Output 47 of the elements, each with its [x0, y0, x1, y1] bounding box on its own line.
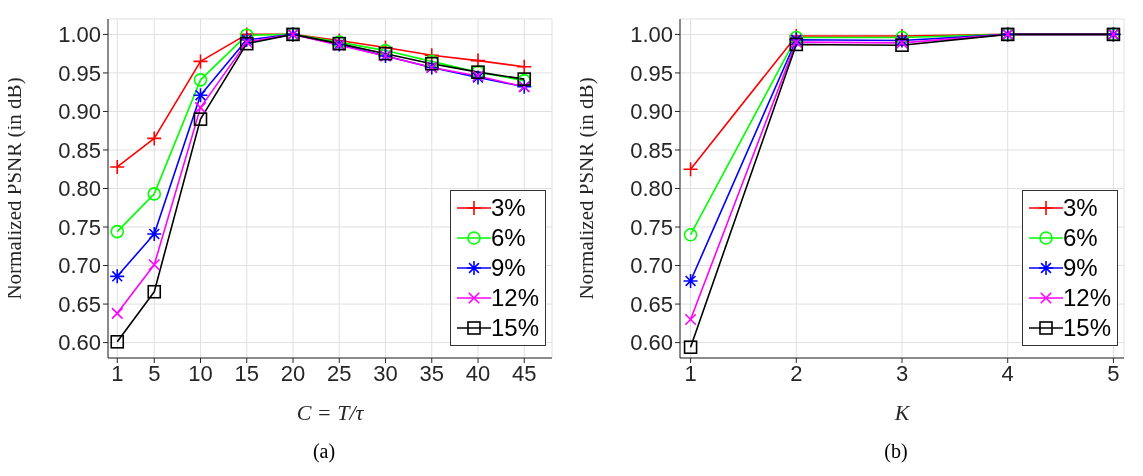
y-tick-label: 0.85 [630, 137, 673, 163]
legend-label: 9% [1062, 253, 1098, 283]
x-tick-label: 4 [1001, 360, 1014, 386]
legend-label: 12% [490, 283, 539, 313]
y-tick-label: 0.60 [630, 330, 673, 356]
legend-label: 6% [490, 223, 526, 253]
y-tick-label: 0.95 [58, 60, 101, 86]
x-tick-label: 25 [327, 360, 352, 386]
x-tick-label: 40 [465, 360, 491, 386]
x-axis-title: K [893, 400, 911, 425]
x-axis-title: C = T/τ [296, 400, 365, 425]
x-tick-label: 35 [419, 360, 444, 386]
legend-label: 12% [1062, 283, 1111, 313]
legend-label: 9% [490, 253, 526, 283]
y-tick-label: 0.70 [630, 253, 673, 279]
y-tick-label: 0.65 [58, 291, 101, 317]
y-tick-label: 0.75 [630, 214, 673, 240]
x-tick-label: 3 [895, 360, 909, 386]
legend-label: 15% [490, 313, 539, 343]
y-tick-label: 1.00 [630, 22, 673, 48]
y-tick-label: 0.70 [58, 253, 101, 279]
y-tick-label: 0.90 [630, 99, 673, 125]
y-tick-label: 0.90 [58, 99, 101, 125]
y-tick-label: 1.00 [58, 22, 101, 48]
x-tick-label: 5 [148, 360, 161, 386]
y-tick-label: 0.65 [630, 291, 673, 317]
x-tick-label: 1 [111, 360, 124, 386]
y-tick-label: 0.95 [630, 60, 673, 86]
text: (a) [311, 440, 337, 463]
x-tick-label: 20 [280, 360, 306, 386]
x-tick-label: 15 [234, 360, 259, 386]
y-tick-label: 0.85 [58, 137, 101, 163]
legend-label: 6% [1062, 223, 1098, 253]
legend-label: 3% [1062, 193, 1098, 223]
x-tick-label: 45 [512, 360, 537, 386]
y-tick-label: 0.80 [630, 176, 673, 202]
x-tick-label: 2 [790, 360, 803, 386]
y-tick-label: 0.60 [58, 330, 101, 356]
x-tick-label: 30 [373, 360, 398, 386]
y-tick-label: 0.80 [58, 176, 101, 202]
text: (b) [883, 440, 909, 463]
x-tick-label: 10 [188, 360, 213, 386]
legend-label: 15% [1062, 313, 1111, 343]
x-tick-label: 1 [684, 360, 697, 386]
legend-label: 3% [490, 193, 526, 223]
x-tick-label: 5 [1107, 360, 1120, 386]
y-tick-label: 0.75 [58, 214, 101, 240]
